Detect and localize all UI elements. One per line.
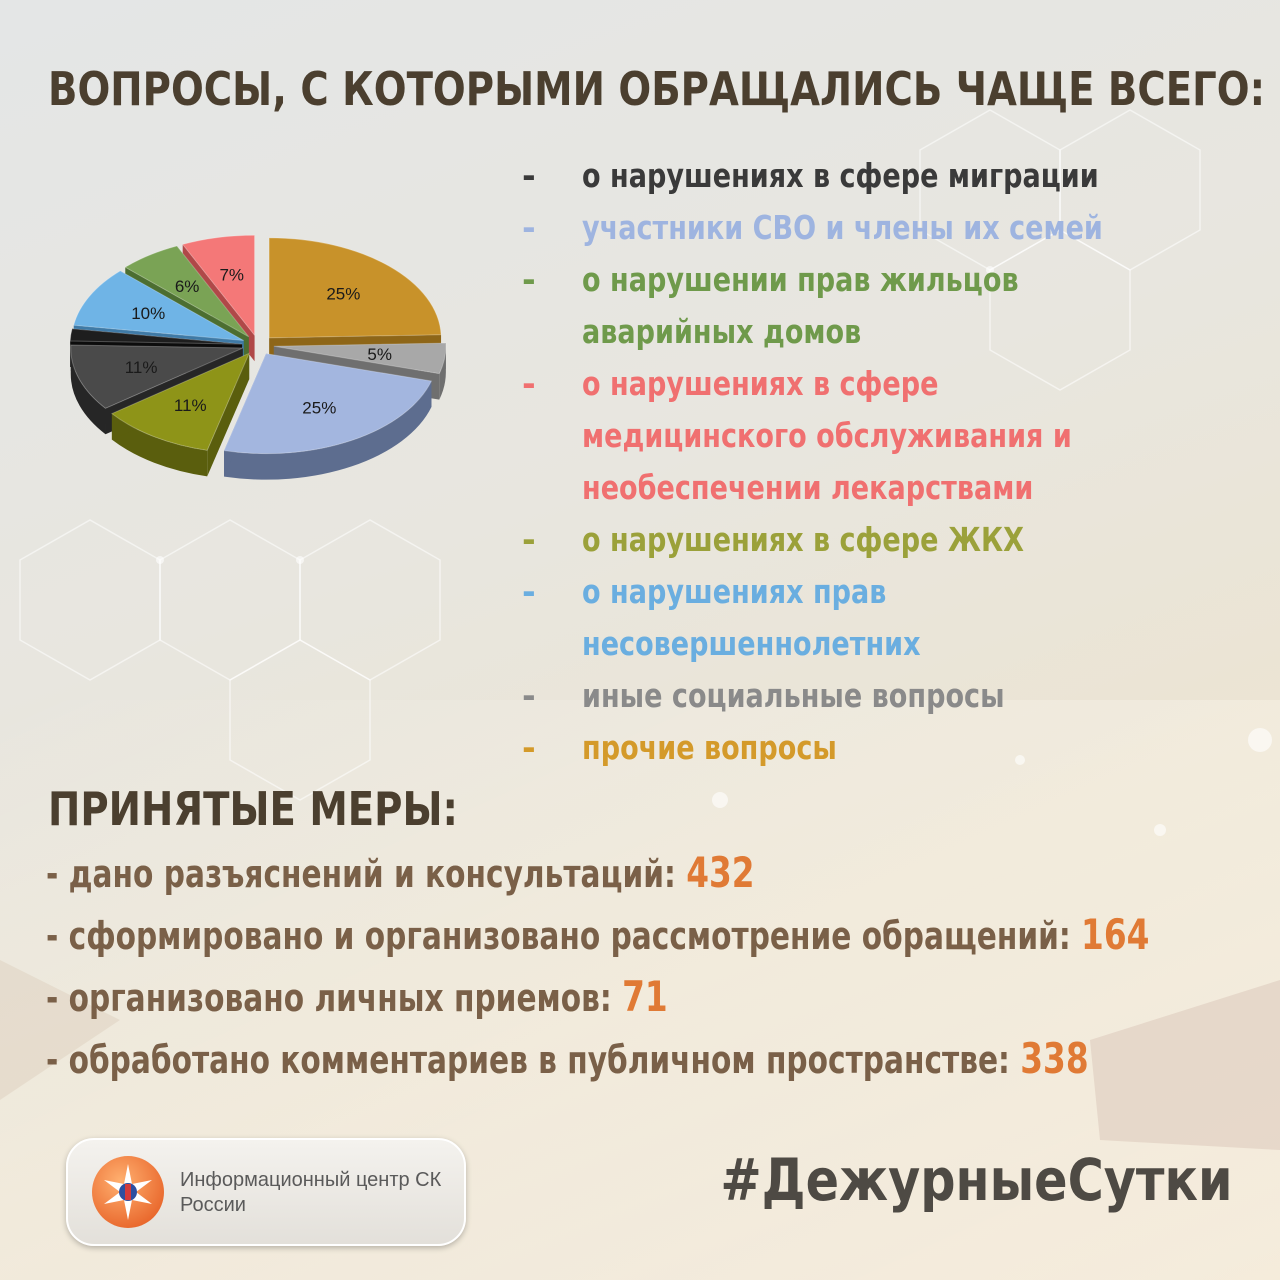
measures-title: ПРИНЯТЫЕ МЕРЫ:	[48, 782, 458, 836]
legend-dash: -	[522, 520, 536, 559]
legend-dash: -	[522, 156, 536, 195]
pie-slice-label: 11%	[174, 396, 207, 415]
measure-item-4: - обработано комментариев в публичном пр…	[46, 1034, 1089, 1083]
logo-badge: Информационный центр СК России	[66, 1138, 466, 1246]
legend-item: - иные социальные вопросы	[522, 670, 1262, 722]
measure-text-1: - дано разъяснений и консультаций:	[46, 852, 687, 896]
legend-item: - о нарушениях в сфере миграции	[522, 150, 1262, 202]
emblem-icon	[92, 1156, 164, 1228]
pie-chart: 25% 5% 25% 11% 11% 10% 6% 7%	[69, 234, 447, 480]
measure-item-1: - дано разъяснений и консультаций: 432	[46, 848, 755, 897]
page-title: ВОПРОСЫ, С КОТОРЫМИ ОБРАЩАЛИСЬ ЧАЩЕ ВСЕГ…	[48, 62, 1266, 116]
measure-item-3: - организовано личных приемов: 71	[46, 972, 668, 1021]
legend-dash: -	[522, 260, 536, 299]
measure-text-4: - обработано комментариев в публичном пр…	[46, 1038, 1021, 1082]
pie-slice-side	[70, 348, 106, 435]
measure-value-4: 338	[1020, 1034, 1089, 1083]
pie-slice	[124, 245, 250, 338]
measure-value-1: 432	[686, 848, 755, 897]
measure-item-2: - сформировано и организовано рассмотрен…	[46, 910, 1149, 959]
legend-dash: -	[522, 572, 536, 611]
legend-label: о нарушениях прав несовершеннолетних	[582, 572, 921, 663]
pie-slice-edge	[207, 353, 250, 477]
pie-slice-side	[111, 413, 208, 477]
pie-slice-label: 10%	[131, 304, 165, 323]
pie-slice	[223, 353, 433, 455]
hashtag: #ДежурныеСутки	[719, 1146, 1232, 1214]
pie-slice	[70, 344, 243, 409]
pie-slice-label: 5%	[367, 345, 392, 364]
pie-slice-label: 11%	[125, 358, 158, 377]
pie-slice	[181, 234, 256, 337]
measure-value-3: 71	[622, 972, 668, 1021]
pie-slice-side	[439, 346, 446, 400]
legend-item: - участники СВО и члены их семей	[522, 202, 1262, 254]
pie-slice-label: 25%	[326, 284, 360, 303]
legend-label: прочие вопросы	[582, 728, 837, 767]
pie-slice	[110, 352, 251, 451]
legend-label: участники СВО и члены их семей	[582, 208, 1103, 247]
legend-dash: -	[522, 208, 536, 247]
pie-slice	[273, 342, 447, 375]
pie-slice-label: 7%	[219, 266, 244, 285]
legend-item: - о нарушениях прав несовершеннолетних	[522, 566, 1262, 670]
legend-dash: -	[522, 364, 536, 403]
legend-item: - о нарушениях в сфере медицинского обслу…	[522, 358, 1262, 514]
legend: - о нарушениях в сфере миграции - участники…	[522, 150, 1262, 774]
legend-label: о нарушении прав жильцов аварийных домов	[582, 260, 1019, 351]
pie-slice	[73, 270, 244, 342]
legend-dash: -	[522, 728, 536, 767]
pie-slice-side	[224, 381, 432, 480]
legend-dash: -	[522, 676, 536, 715]
legend-item: - о нарушениях в сфере ЖКХ	[522, 514, 1262, 566]
pie-slice-label: 6%	[175, 277, 200, 296]
pie-slice	[69, 328, 243, 345]
measure-text-3: - организовано личных приемов:	[46, 976, 623, 1020]
legend-item: - прочие вопросы	[522, 722, 1262, 774]
legend-label: иные социальные вопросы	[582, 676, 1005, 715]
pie-slice	[268, 237, 442, 339]
legend-label: о нарушениях в сфере медицинского обслуж…	[582, 364, 1072, 507]
measure-text-2: - сформировано и организовано рассмотрен…	[46, 914, 1082, 958]
legend-label: о нарушениях в сфере миграции	[582, 156, 1099, 195]
measure-value-2: 164	[1081, 910, 1150, 959]
legend-label: о нарушениях в сфере ЖКХ	[582, 520, 1025, 559]
legend-item: - о нарушении прав жильцов аварийных домо…	[522, 254, 1262, 358]
logo-text: Информационный центр СК России	[180, 1169, 442, 1216]
pie-slice-label: 25%	[302, 398, 336, 417]
